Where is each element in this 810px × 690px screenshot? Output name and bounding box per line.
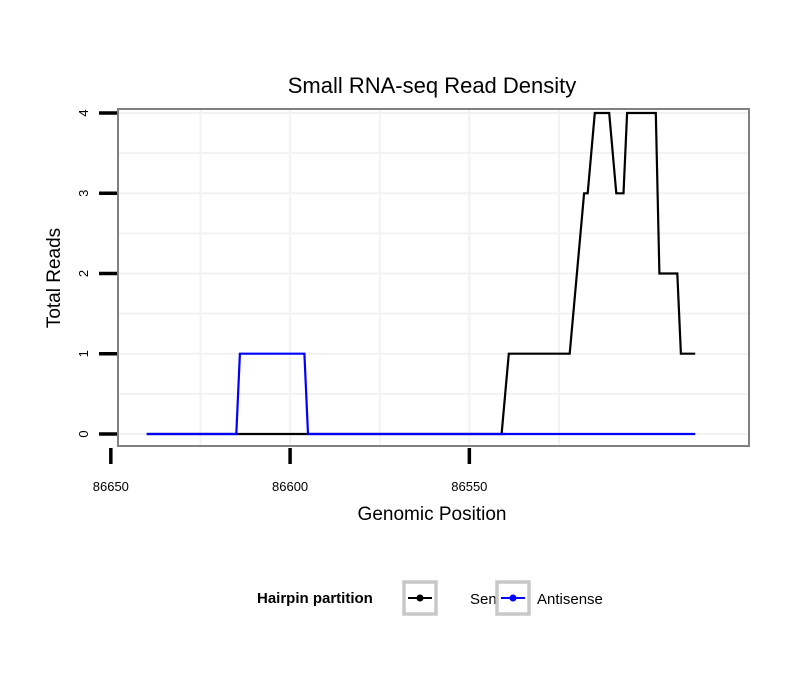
axes: 86650 86600 86550 0 1 2 3 4 [76,109,487,494]
y-tick-label: 4 [76,109,91,116]
plot-panel-border [117,108,750,447]
legend: Hairpin partition Sense Antisense [257,580,603,616]
x-axis-title: Genomic Position [358,504,507,525]
x-tick-label: 86650 [93,479,129,494]
x-tick-label: 86600 [272,479,308,494]
legend-item-antisense: Antisense [495,580,603,616]
y-tick-label: 1 [76,350,91,357]
legend-label: Antisense [537,591,603,608]
grid [118,109,749,446]
y-tick-label: 2 [76,270,91,277]
y-tick-label: 0 [76,430,91,437]
series-line-antisense [146,352,696,436]
chart-title: Small RNA-seq Read Density [288,73,577,98]
y-axis-title: Total Reads [44,228,65,328]
series-layer [146,111,696,436]
legend-key-point [509,594,517,602]
y-tick-label: 3 [76,190,91,197]
x-tick-label: 86550 [451,479,487,494]
legend-key-point [416,594,424,602]
legend-title: Hairpin partition [257,590,373,607]
